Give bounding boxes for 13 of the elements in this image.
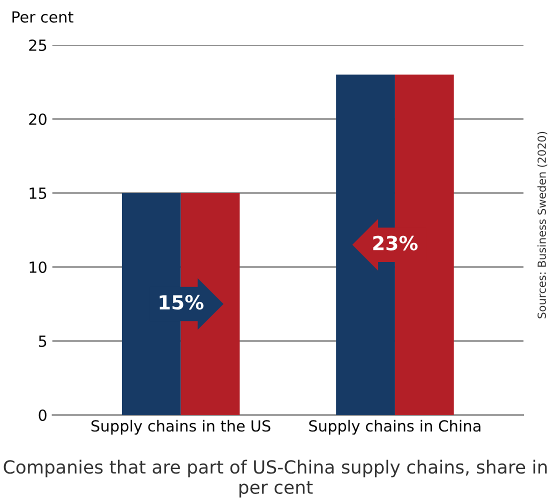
text: Companies that are part of US-China supply chains, share in per cent	[4, 460, 547, 498]
source-note: Sources: Business Sweden (2020)	[537, 132, 548, 318]
y-tick-label: 10	[30, 261, 46, 274]
x-tick-label: Supply chains in the US	[91, 420, 270, 435]
data-label: 15%	[160, 294, 204, 310]
y-tick-label: 20	[29, 113, 46, 126]
y-tick-label: 5	[38, 336, 46, 348]
y-tick-label: 0	[38, 409, 46, 422]
x-tick-label: Supply chains in China	[309, 420, 480, 435]
y-tick-label: 15	[30, 188, 46, 200]
y-axis-title: Per cent	[12, 11, 74, 23]
y-tick-label: 25	[29, 39, 46, 52]
data-label: 23%	[373, 236, 418, 250]
